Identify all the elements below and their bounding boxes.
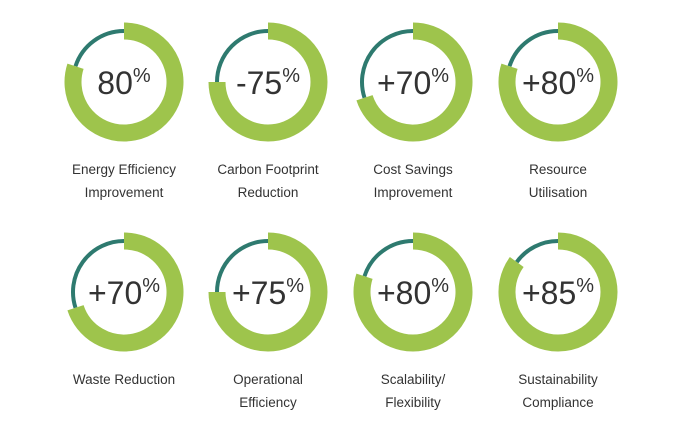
donut-percent-sign: % [142, 275, 160, 297]
donut-percent-sign: % [431, 275, 449, 297]
donut-value-arc [353, 232, 473, 352]
kpi-donut-2: -75% [208, 22, 328, 142]
donut-value-text: +80% [522, 65, 594, 101]
kpi-label-2: Carbon Footprint Reduction [188, 158, 348, 204]
kpi-label-line: Improvement [373, 185, 453, 200]
kpi-label-line: Resource [529, 162, 587, 177]
donut-remainder-arc [215, 239, 269, 293]
donut-remainder-arc [360, 29, 414, 99]
kpi-label-line: Improvement [84, 185, 164, 200]
donut-value-arc [356, 22, 473, 142]
donut-value-text: +85% [522, 275, 594, 311]
kpi-donut-4: +80% [498, 22, 618, 142]
donut-value-number: +70 [377, 65, 431, 101]
donut-remainder-arc [515, 239, 559, 264]
kpi-label-line: Energy Efficiency [71, 162, 177, 177]
kpi-donut-5: +70% [67, 232, 184, 352]
kpi-label-line: Scalability/ [380, 372, 446, 387]
donut-percent-sign: % [576, 275, 594, 297]
donut-value-number: 80 [97, 65, 133, 101]
kpi-donut-7: +80% [353, 232, 473, 352]
kpi-label-line: Cost Savings [373, 162, 453, 177]
kpi-label-line: Utilisation [528, 185, 588, 200]
donut-remainder-arc [507, 29, 559, 67]
kpi-label-7: Scalability/Flexibility [333, 368, 493, 414]
donut-value-number: +75 [232, 275, 286, 311]
donut-value-text: +75% [232, 275, 304, 311]
kpi-label-line: Efficiency [239, 395, 297, 410]
donut-value-arc [64, 22, 184, 142]
kpi-label-3: Cost Savings Improvement [333, 158, 493, 204]
kpi-label-line: Waste Reduction [72, 372, 176, 387]
donut-value-number: +70 [88, 275, 142, 311]
kpi-donut-6: +75% [208, 232, 328, 352]
kpi-label-line: Carbon Footprint [217, 162, 319, 177]
donut-remainder-arc [362, 239, 414, 277]
donut-value-number: +80 [522, 65, 576, 101]
donut-value-number: +80 [377, 275, 431, 311]
donut-value-text: -75% [236, 65, 300, 101]
donut-value-text: +80% [377, 275, 449, 311]
kpi-donut-8: +85% [498, 232, 618, 352]
donut-value-arc [498, 22, 618, 142]
kpi-label-line: Sustainability [518, 372, 598, 387]
donut-percent-sign: % [286, 275, 304, 297]
kpi-label-line: Compliance [522, 395, 594, 410]
donut-remainder-arc [71, 239, 125, 309]
kpi-label-5: Waste Reduction [44, 368, 204, 391]
donut-value-arc [498, 232, 618, 352]
donut-value-text: +70% [88, 275, 160, 311]
donut-remainder-arc [215, 29, 269, 83]
donut-value-arc [208, 22, 328, 142]
donut-percent-sign: % [282, 65, 300, 87]
donut-value-number: -75 [236, 65, 282, 101]
donut-value-arc [67, 232, 184, 352]
kpi-label-4: Resource Utilisation [478, 158, 638, 204]
donut-percent-sign: % [576, 65, 594, 87]
kpi-donut-3: +70% [356, 22, 473, 142]
kpi-label-line: Reduction [237, 185, 299, 200]
donut-value-text: +70% [377, 65, 449, 101]
donut-remainder-arc [73, 29, 125, 67]
donut-value-text: 80% [97, 65, 151, 101]
donut-percent-sign: % [431, 65, 449, 87]
kpi-label-8: Sustainability Compliance [478, 368, 638, 414]
kpi-label-1: Energy Efficiency Improvement [44, 158, 204, 204]
donut-percent-sign: % [133, 65, 151, 87]
kpi-label-line: Operational [233, 372, 303, 387]
donut-value-arc [208, 232, 328, 352]
kpi-donut-1: 80% [64, 22, 184, 142]
kpi-label-line: Flexibility [385, 395, 441, 410]
donut-value-number: +85 [522, 275, 576, 311]
kpi-label-6: Operational Efficiency [188, 368, 348, 414]
